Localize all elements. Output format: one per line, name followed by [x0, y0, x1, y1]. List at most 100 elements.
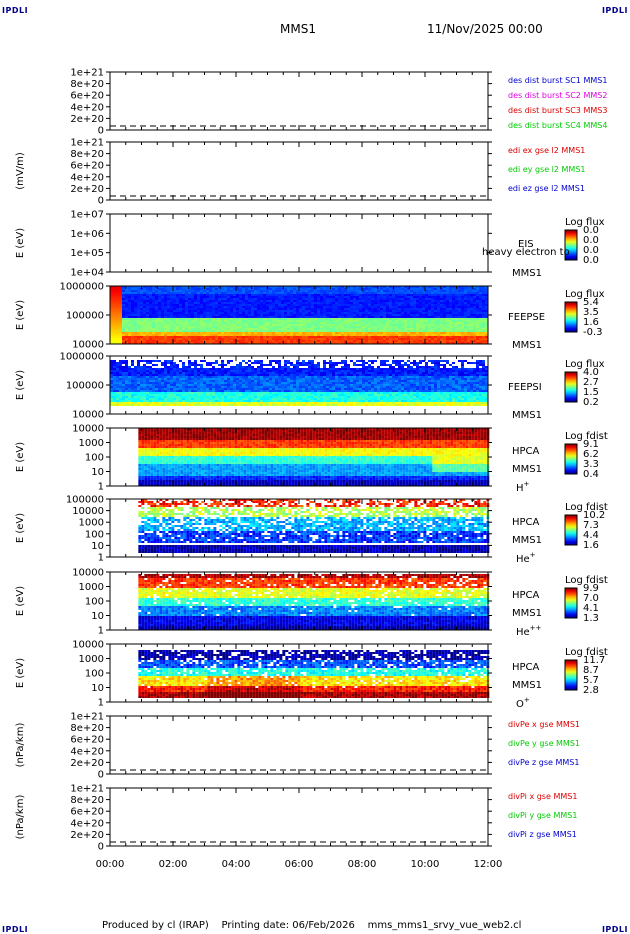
panel-dist-ytick-label: 8e+20 — [70, 79, 104, 90]
panel-feepse-cell — [422, 310, 425, 312]
panel-feepse-cell — [179, 336, 182, 338]
panel-feepse-cell — [209, 290, 212, 292]
panel-feepse-cell — [290, 300, 293, 302]
panel-feepse-cell — [308, 300, 311, 302]
panel-feepsi-cell — [182, 390, 185, 392]
panel-feepse-cell — [161, 286, 164, 288]
panel-feepse-cell — [470, 294, 473, 296]
panel-feepse-cell — [281, 338, 284, 340]
panel-feepse-cell — [248, 294, 251, 296]
panel-feepse-cell — [221, 300, 224, 302]
panel-feepse-cell — [416, 298, 419, 300]
panel-feepse-cell — [377, 302, 380, 304]
panel-feepse-cell — [173, 320, 176, 322]
panel-feepse-cell — [434, 338, 437, 340]
panel-feepse-cell — [473, 302, 476, 304]
panel-feepse-cell — [410, 320, 413, 322]
panel-feepsi-cell — [179, 376, 182, 378]
panel-feepse-cell — [137, 306, 140, 308]
panel-feepsi-cell — [134, 366, 137, 368]
panel-feepse-cell — [308, 330, 311, 332]
panel-feepse-cell — [131, 296, 134, 298]
panel-feepse-cell — [260, 294, 263, 296]
panel-feepsi-cell — [110, 400, 113, 402]
panel-feepse-cell — [113, 308, 116, 310]
panel-feepse-cell — [251, 298, 254, 300]
panel-feepse-cell — [392, 298, 395, 300]
panel-feepse-cell — [215, 286, 218, 288]
panel-feepse-cell — [377, 298, 380, 300]
panel-feepse-cell — [443, 338, 446, 340]
panel-feepse-cell — [134, 304, 137, 306]
panel-feepse-cell — [170, 312, 173, 314]
panel-feepse-cell — [443, 340, 446, 342]
panel-feepse-cell — [182, 326, 185, 328]
panel-feepsi-cell — [251, 362, 254, 364]
panel-feepse-cell — [329, 292, 332, 294]
panel-feepsi-cell — [224, 376, 227, 378]
panel-feepse-cell — [422, 342, 425, 344]
panel-feepse-cell — [335, 336, 338, 338]
panel-feepse-cell — [443, 316, 446, 318]
panel-feepsi-cell — [161, 380, 164, 382]
panel-feepse-cell — [320, 316, 323, 318]
panel-feepse-cell — [152, 298, 155, 300]
panel-feepse-cell — [275, 290, 278, 292]
panel-feepsi-cell — [143, 384, 146, 386]
panel-feepsi-cell — [212, 390, 215, 392]
panel-feepsi-cell — [224, 380, 227, 382]
panel-eis-colorbar-title: Log flux — [565, 217, 605, 228]
panel-feepsi-cell — [176, 372, 179, 374]
panel-feepsi-cell — [119, 384, 122, 386]
panel-feepse-cell — [437, 326, 440, 328]
panel-feepsi-cell — [158, 378, 161, 380]
panel-feepse-cell — [197, 312, 200, 314]
panel-feepsi-cell — [185, 394, 188, 396]
panel-feepsi-cell — [203, 402, 206, 404]
panel-feepse-cell — [149, 302, 152, 304]
panel-feepse-cell — [485, 336, 488, 338]
panel-feepsi-cell — [248, 384, 251, 386]
panel-feepse-cell — [461, 294, 464, 296]
panel-feepse-cell — [176, 332, 179, 334]
panel-feepse-cell — [122, 314, 125, 316]
panel-feepsi-cell — [167, 390, 170, 392]
panel-feepse-cell — [440, 324, 443, 326]
panel-feepse-cell — [482, 312, 485, 314]
panel-feepse-cell — [416, 330, 419, 332]
panel-feepse-cell — [248, 320, 251, 322]
panel-feepse-cell — [440, 302, 443, 304]
panel-feepse-cell — [386, 312, 389, 314]
panel-feepsi-cell — [113, 376, 116, 378]
panel-feepse-cell — [290, 332, 293, 334]
panel-feepse-cell — [275, 302, 278, 304]
panel-feepsi-cell — [128, 374, 131, 376]
panel-feepsi-cell — [137, 388, 140, 390]
panel-feepse-cell — [380, 332, 383, 334]
panel-feepsi-cell — [173, 368, 176, 370]
panel-feepsi-cell — [188, 364, 191, 366]
panel-feepse-cell — [134, 322, 137, 324]
panel-feepse-cell — [236, 338, 239, 340]
panel-feepse-cell — [284, 288, 287, 290]
panel-feepse-cell — [131, 308, 134, 310]
panel-feepse-cell — [188, 322, 191, 324]
panel-feepse-cell — [161, 326, 164, 328]
panel-feepse-cell — [128, 320, 131, 322]
panel-feepsi-cell — [146, 368, 149, 370]
panel-feepse-cell — [116, 298, 119, 300]
panel-feepse-cell — [176, 298, 179, 300]
panel-feepse-cell — [131, 298, 134, 300]
panel-feepsi-cell — [164, 388, 167, 390]
panel-feepsi-cell — [128, 402, 131, 404]
panel-feepsi-cell — [221, 398, 224, 400]
panel-feepsi-cell — [209, 388, 212, 390]
panel-feepsi-cell — [116, 388, 119, 390]
panel-feepse-cell — [320, 338, 323, 340]
panel-feepsi-cell — [158, 400, 161, 402]
panel-feepse-cell — [449, 338, 452, 340]
panel-feepse-cell — [419, 334, 422, 336]
panel-feepse-cell — [272, 288, 275, 290]
panel-feepse-cell — [164, 316, 167, 318]
panel-feepse-cell — [248, 306, 251, 308]
